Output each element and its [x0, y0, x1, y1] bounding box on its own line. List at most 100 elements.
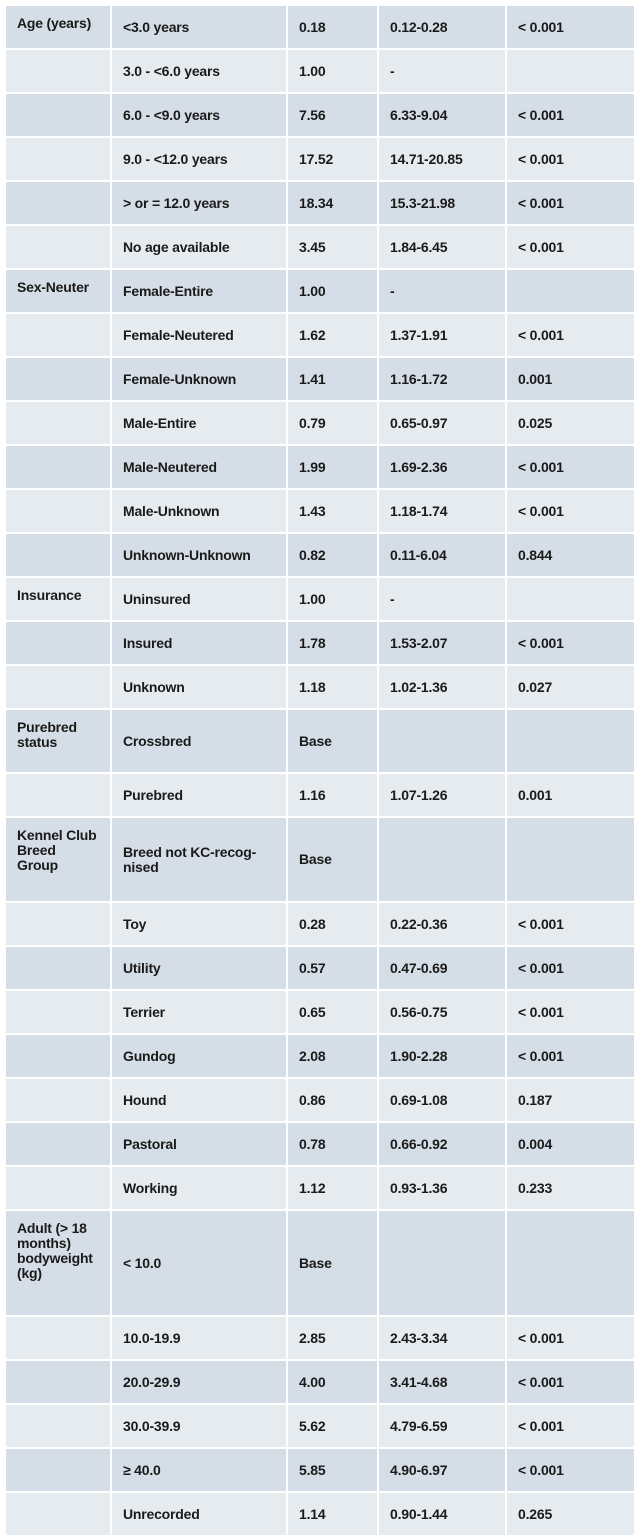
value-cell: 1.00 [288, 578, 379, 622]
p-value-cell: 0.001 [507, 358, 634, 402]
variable-cell [6, 1361, 112, 1405]
p-value-cell: < 0.001 [507, 947, 634, 991]
ci-cell: 15.3-21.98 [379, 182, 507, 226]
ci-cell: 1.69-2.36 [379, 446, 507, 490]
table-row: Unrecorded 1.14 0.90-1.44 0.265 [6, 1493, 634, 1537]
category-cell: Female-Neutered [112, 314, 288, 358]
ci-cell: 0.47-0.69 [379, 947, 507, 991]
table-row: Insured 1.78 1.53-2.07 < 0.001 [6, 622, 634, 666]
variable-cell [6, 446, 112, 490]
p-value-cell: < 0.001 [507, 314, 634, 358]
category-cell: 6.0 - <9.0 years [112, 94, 288, 138]
category-cell: Breed not KC-recog-nised [112, 818, 288, 903]
ci-cell: 0.90-1.44 [379, 1493, 507, 1537]
ci-cell: 6.33-9.04 [379, 94, 507, 138]
category-cell: Toy [112, 903, 288, 947]
table-row: Sex-Neuter Female-Entire 1.00 - [6, 270, 634, 314]
table-row: Age (years) <3.0 years 0.18 0.12-0.28 < … [6, 6, 634, 50]
table-row: 3.0 - <6.0 years 1.00 - [6, 50, 634, 94]
table-row: 30.0-39.9 5.62 4.79-6.59 < 0.001 [6, 1405, 634, 1449]
value-cell: 5.85 [288, 1449, 379, 1493]
table-row: Female-Unknown 1.41 1.16-1.72 0.001 [6, 358, 634, 402]
table-row: Gundog 2.08 1.90-2.28 < 0.001 [6, 1035, 634, 1079]
value-cell: 0.78 [288, 1123, 379, 1167]
table-row: 9.0 - <12.0 years 17.52 14.71-20.85 < 0.… [6, 138, 634, 182]
value-cell: 1.18 [288, 666, 379, 710]
category-cell: Male-Unknown [112, 490, 288, 534]
p-value-cell: < 0.001 [507, 6, 634, 50]
p-value-cell: < 0.001 [507, 226, 634, 270]
p-value-cell: 0.233 [507, 1167, 634, 1211]
table-row: 20.0-29.9 4.00 3.41-4.68 < 0.001 [6, 1361, 634, 1405]
ci-cell: 4.90-6.97 [379, 1449, 507, 1493]
variable-cell [6, 903, 112, 947]
category-cell: Hound [112, 1079, 288, 1123]
variable-cell: Adult (> 18 months) bodyweight (kg) [6, 1211, 112, 1317]
ci-cell: - [379, 270, 507, 314]
variable-cell [6, 490, 112, 534]
ci-cell: 1.02-1.36 [379, 666, 507, 710]
table-row: Working 1.12 0.93-1.36 0.233 [6, 1167, 634, 1211]
table-row: 6.0 - <9.0 years 7.56 6.33-9.04 < 0.001 [6, 94, 634, 138]
category-cell: Insured [112, 622, 288, 666]
value-cell: 1.14 [288, 1493, 379, 1537]
category-cell: Crossbred [112, 710, 288, 774]
category-cell: Male-Neutered [112, 446, 288, 490]
table-row: Purebred status Crossbred Base [6, 710, 634, 774]
p-value-cell: < 0.001 [507, 991, 634, 1035]
p-value-cell: < 0.001 [507, 1449, 634, 1493]
category-cell: 9.0 - <12.0 years [112, 138, 288, 182]
value-cell: 1.78 [288, 622, 379, 666]
variable-cell [6, 1449, 112, 1493]
value-cell: 4.00 [288, 1361, 379, 1405]
value-cell: 7.56 [288, 94, 379, 138]
value-cell: 1.16 [288, 774, 379, 818]
value-cell: 1.41 [288, 358, 379, 402]
p-value-cell: 0.265 [507, 1493, 634, 1537]
ci-cell: - [379, 50, 507, 94]
variable-cell [6, 947, 112, 991]
ci-cell: 4.79-6.59 [379, 1405, 507, 1449]
variable-cell [6, 1123, 112, 1167]
value-cell: 0.57 [288, 947, 379, 991]
ci-cell [379, 1211, 507, 1317]
category-cell: Utility [112, 947, 288, 991]
value-cell: Base [288, 1211, 379, 1317]
value-cell: 2.08 [288, 1035, 379, 1079]
p-value-cell: < 0.001 [507, 1361, 634, 1405]
p-value-cell: < 0.001 [507, 903, 634, 947]
value-cell: 2.85 [288, 1317, 379, 1361]
p-value-cell: 0.004 [507, 1123, 634, 1167]
table-row: Male-Entire 0.79 0.65-0.97 0.025 [6, 402, 634, 446]
ci-cell: 1.37-1.91 [379, 314, 507, 358]
value-cell: Base [288, 710, 379, 774]
p-value-cell [507, 578, 634, 622]
value-cell: 0.18 [288, 6, 379, 50]
value-cell: 1.00 [288, 270, 379, 314]
table-row: Unknown-Unknown 0.82 0.11-6.04 0.844 [6, 534, 634, 578]
variable-cell [6, 1317, 112, 1361]
variable-cell [6, 50, 112, 94]
ci-cell: 1.84-6.45 [379, 226, 507, 270]
category-cell: Uninsured [112, 578, 288, 622]
value-cell: 0.65 [288, 991, 379, 1035]
variable-cell: Purebred status [6, 710, 112, 774]
variable-cell: Sex-Neuter [6, 270, 112, 314]
value-cell: 5.62 [288, 1405, 379, 1449]
p-value-cell: < 0.001 [507, 182, 634, 226]
category-cell: 30.0-39.9 [112, 1405, 288, 1449]
value-cell: 3.45 [288, 226, 379, 270]
table-row: Kennel Club Breed Group Breed not KC-rec… [6, 818, 634, 903]
p-value-cell: 0.025 [507, 402, 634, 446]
ci-cell: 0.69-1.08 [379, 1079, 507, 1123]
ci-cell: 1.18-1.74 [379, 490, 507, 534]
category-cell: Female-Unknown [112, 358, 288, 402]
category-cell: 20.0-29.9 [112, 1361, 288, 1405]
p-value-cell [507, 710, 634, 774]
value-cell: 1.62 [288, 314, 379, 358]
variable-cell [6, 622, 112, 666]
variable-cell [6, 1079, 112, 1123]
ci-cell: 2.43-3.34 [379, 1317, 507, 1361]
variable-cell [6, 402, 112, 446]
value-cell: Base [288, 818, 379, 903]
